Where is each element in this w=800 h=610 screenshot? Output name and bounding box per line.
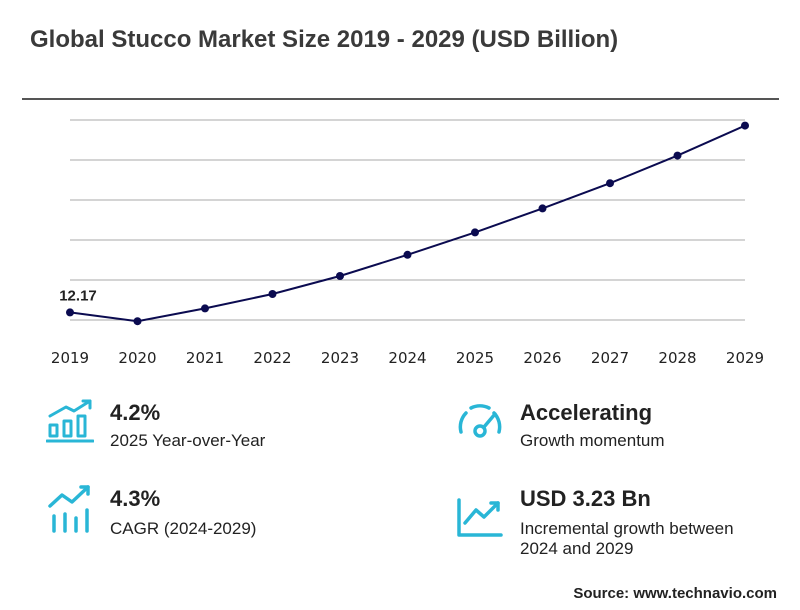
stat-description: Incremental growth between 2024 and 2029 [520,519,734,558]
gauge-icon [458,404,502,438]
data-point [201,304,209,313]
x-tick-label: 2024 [388,349,426,367]
x-tick-label: 2026 [523,349,561,367]
data-point [538,204,547,213]
stat-description: CAGR (2024-2029) [110,519,257,538]
data-point [268,290,277,298]
line-chart: 2019 2020 2021 2022 2023 2024 2025 2026 2027 2028… [51,119,764,367]
gridlines [70,119,745,321]
x-tick-label: 2021 [186,349,224,367]
x-tick-label: 2029 [726,349,764,367]
data-point [336,272,344,280]
stat-description: Growth momentum [520,431,665,450]
x-tick-label: 2020 [118,349,156,367]
stat-value: 4.3% [110,486,161,511]
source-credit: Source: www.technavio.com [573,585,777,602]
stat-value: 4.2% [110,400,161,425]
x-axis-ticks: 2019 2020 2021 2022 2023 2024 2025 2026 2027 2028… [51,349,764,367]
x-tick-label: 2019 [51,349,89,367]
chart-title: Global Stucco Market Size 2019 - 2029 (U… [30,26,619,53]
bar-growth-icon [46,399,94,443]
data-point [673,151,682,160]
x-tick-label: 2022 [253,349,291,367]
data-labels: 12.17 [59,287,97,304]
data-label: 12.17 [59,287,97,304]
data-point [471,228,479,237]
x-tick-label: 2028 [658,349,696,367]
trend-bars-icon [48,485,90,533]
x-tick-label: 2027 [591,349,629,367]
x-tick-label: 2025 [456,349,494,367]
stat-value: USD 3.23 Bn [520,486,651,511]
data-point [606,179,614,188]
series-group [66,121,749,326]
stat-description: 2025 Year-over-Year [110,431,266,450]
series-line [69,124,746,323]
data-point [66,308,74,317]
x-tick-label: 2023 [321,349,359,367]
stat-value: Accelerating [520,400,653,425]
rising-chart-icon [457,498,503,537]
data-point [133,317,142,326]
title-divider [22,98,779,100]
data-point [403,250,412,259]
data-point [741,121,749,130]
